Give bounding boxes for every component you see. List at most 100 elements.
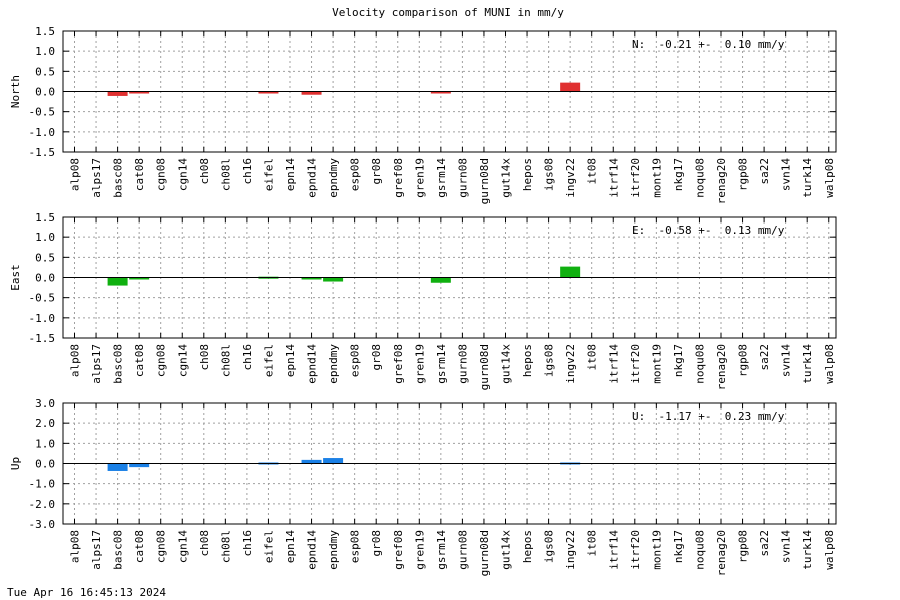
x-tick-label: svn14 — [780, 344, 793, 377]
x-tick-label: sa22 — [758, 158, 771, 185]
y-tick-label: -1.0 — [29, 478, 56, 491]
x-tick-label: renag20 — [715, 344, 728, 390]
bar-ingv22 — [560, 82, 581, 92]
x-tick-label: epnd14 — [306, 344, 319, 384]
x-tick-label: nkg17 — [672, 344, 685, 377]
x-tick-label: cgn14 — [176, 530, 189, 563]
plot-frame — [62, 402, 837, 525]
x-tick-label: noqu08 — [693, 344, 706, 384]
x-tick-label: alps17 — [90, 530, 103, 570]
x-tick-label: hepos — [521, 158, 534, 191]
y-tick-label: -0.5 — [29, 106, 56, 119]
bar-ingv22 — [560, 266, 581, 278]
x-tick-label: gref08 — [392, 530, 405, 570]
x-tick-label: igs08 — [543, 158, 556, 191]
y-tick-label: -1.0 — [29, 312, 56, 325]
x-tick-label: itrf14 — [607, 344, 620, 384]
x-tick-label: cgn08 — [155, 344, 168, 377]
x-tick-label: itrf14 — [607, 530, 620, 570]
x-tick-label: basc08 — [112, 158, 125, 198]
bar-epnd14 — [301, 277, 322, 280]
x-tick-label: alps17 — [90, 344, 103, 384]
x-tick-label: gren19 — [413, 344, 426, 384]
x-tick-label: ch08 — [198, 530, 211, 557]
bar-gsrm14 — [430, 277, 451, 283]
x-tick-label: turk14 — [801, 158, 814, 198]
x-tick-label: alp08 — [69, 158, 82, 191]
x-tick-label: nkg17 — [672, 530, 685, 563]
x-tick-label: cat08 — [133, 530, 146, 563]
x-tick-label: rgp08 — [737, 158, 750, 191]
x-tick-label: ingv22 — [564, 344, 577, 384]
y-axis-label: Up — [9, 457, 22, 470]
x-tick-label: mont19 — [650, 530, 663, 570]
x-tick-label: basc08 — [112, 530, 125, 570]
x-tick-label: renag20 — [715, 158, 728, 204]
velocity-annotation: N: -0.21 +- 0.10 mm/y — [632, 38, 785, 51]
x-tick-label: igs08 — [543, 530, 556, 563]
x-tick-label: cat08 — [133, 158, 146, 191]
x-tick-label: esp08 — [349, 344, 362, 377]
x-tick-label: turk14 — [801, 344, 814, 384]
y-tick-label: 1.0 — [35, 231, 55, 244]
panel-east: 1.5 1.0 0.5 0.0 -0.5 -1.0 -1.5 alp08 alps17 basc0… — [9, 211, 837, 390]
x-tick-label: epnd14 — [306, 158, 319, 198]
x-tick-label: alps17 — [90, 158, 103, 198]
y-tick-label: 2.0 — [35, 417, 55, 430]
x-tick-label: walp08 — [823, 344, 836, 384]
x-tick-label: alp08 — [69, 344, 82, 377]
x-tick-label: gsrm14 — [435, 344, 448, 384]
x-tick-label: ch08 — [198, 344, 211, 371]
x-tick-label: turk14 — [801, 530, 814, 570]
x-tick-label: mont19 — [650, 158, 663, 198]
x-tick-label: mont19 — [650, 344, 663, 384]
x-tick-label: hepos — [521, 530, 534, 563]
bar-epndmy — [323, 458, 344, 464]
x-tick-label: ch16 — [241, 158, 254, 185]
y-tick-label: -2.0 — [29, 498, 56, 511]
bar-cat08 — [129, 91, 150, 94]
bar-cat08 — [129, 277, 150, 280]
x-tick-label: noqu08 — [693, 158, 706, 198]
x-tick-label: epn14 — [284, 158, 297, 191]
x-tick-label: basc08 — [112, 344, 125, 384]
x-tick-label: gut14x — [500, 158, 513, 198]
x-tick-label: itrf20 — [629, 344, 642, 384]
x-tick-label: ingv22 — [564, 158, 577, 198]
x-tick-label: ingv22 — [564, 530, 577, 570]
x-tick-label: gr08 — [370, 158, 383, 185]
y-tick-label: -1.0 — [29, 126, 56, 139]
x-tick-label: ch08l — [219, 158, 232, 191]
x-tick-label: cgn14 — [176, 344, 189, 377]
y-tick-label: 0.0 — [35, 458, 55, 471]
y-tick-label: 1.5 — [35, 211, 55, 224]
x-tick-label: hepos — [521, 344, 534, 377]
y-tick-label: 1.0 — [35, 437, 55, 450]
velocity-annotation: U: -1.17 +- 0.23 mm/y — [632, 410, 785, 423]
bar-cat08 — [129, 463, 150, 468]
x-tick-label: epndmy — [327, 158, 340, 198]
x-tick-label: alp08 — [69, 530, 82, 563]
plot-frame — [62, 216, 837, 339]
x-tick-label: ch16 — [241, 530, 254, 557]
y-tick-label: 0.0 — [35, 86, 55, 99]
x-tick-label: cgn14 — [176, 158, 189, 191]
x-tick-label: gurn08 — [456, 344, 469, 384]
x-tick-label: epnd14 — [306, 530, 319, 570]
x-tick-label: walp08 — [823, 158, 836, 198]
x-tick-label: gurn08d — [478, 344, 491, 390]
x-tick-label: gref08 — [392, 158, 405, 198]
x-tick-label: cat08 — [133, 344, 146, 377]
bar-basc08 — [107, 91, 128, 96]
y-tick-label: 0.0 — [35, 272, 55, 285]
x-tick-label: rgp08 — [737, 530, 750, 563]
bar-gsrm14 — [430, 91, 451, 94]
y-tick-label: -0.5 — [29, 292, 56, 305]
x-tick-label: it08 — [586, 530, 599, 557]
x-tick-label: esp08 — [349, 158, 362, 191]
bar-epndmy — [323, 277, 344, 282]
x-tick-label: it08 — [586, 158, 599, 185]
velocity-annotation: E: -0.58 +- 0.13 mm/y — [632, 224, 785, 237]
x-tick-label: ch08l — [219, 344, 232, 377]
x-tick-label: itrf20 — [629, 158, 642, 198]
